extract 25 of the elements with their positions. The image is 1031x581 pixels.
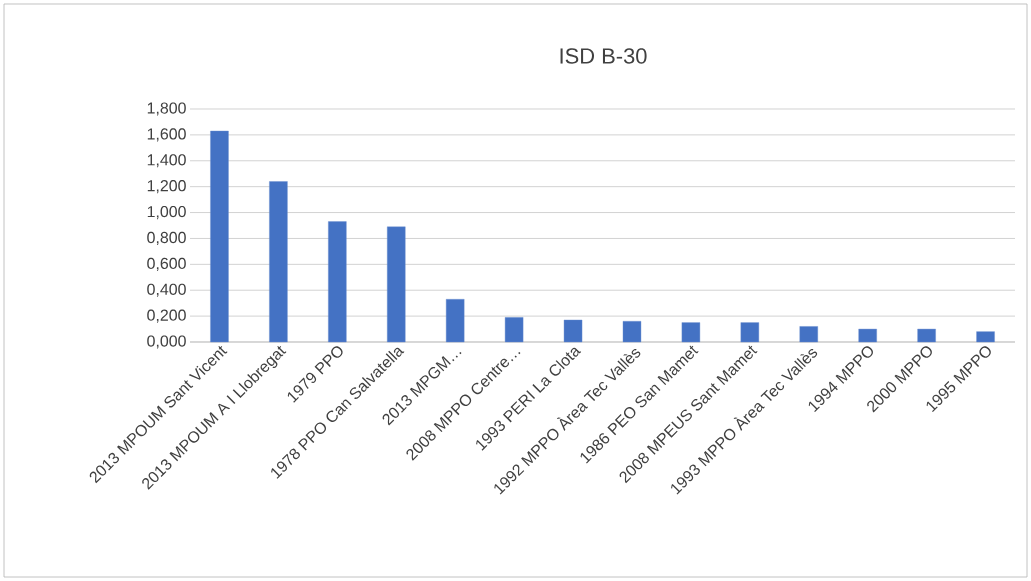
bar	[563, 319, 583, 343]
chart-title: ISD B-30	[560, 48, 647, 64]
bar	[622, 321, 642, 343]
y-tick-label: 1,800	[147, 102, 186, 116]
y-tick-label: 0,200	[147, 309, 186, 323]
bar	[504, 317, 524, 343]
y-tick-label: 0,800	[147, 231, 186, 246]
y-tick-label: 0,400	[147, 283, 186, 297]
bar	[269, 181, 288, 343]
y-tick-label: 0,000	[147, 335, 186, 349]
y-tick-label: 1,600	[147, 128, 186, 142]
y-tick-label: 1,200	[147, 180, 186, 194]
y-tick-label: 0,600	[147, 257, 186, 271]
bar	[858, 328, 877, 343]
y-tick-label: 1,400	[147, 154, 186, 168]
bar	[328, 221, 347, 343]
bar	[681, 322, 701, 343]
bar	[387, 226, 406, 343]
bar	[445, 299, 465, 343]
bar	[210, 130, 229, 343]
y-tick-label: 1,000	[147, 205, 186, 220]
bar	[740, 322, 760, 343]
bar	[976, 331, 995, 343]
bar	[799, 326, 818, 343]
bar	[917, 328, 936, 343]
